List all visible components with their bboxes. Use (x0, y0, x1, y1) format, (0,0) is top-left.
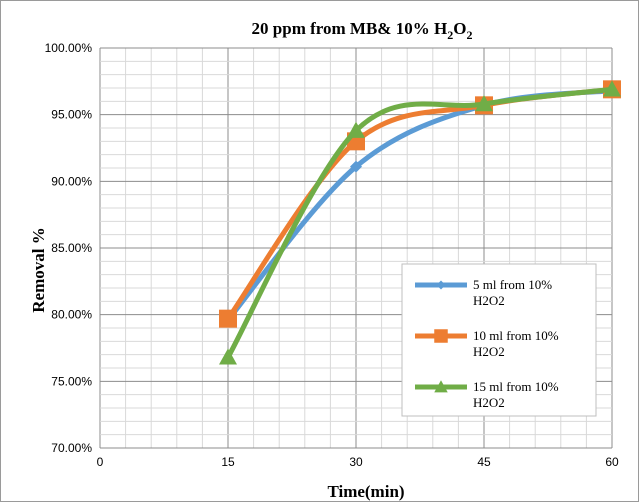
x-tick-label: 60 (605, 455, 619, 469)
x-axis-tick-labels: 0 15 30 45 60 (97, 455, 619, 469)
x-axis-title: Time(min) (327, 482, 404, 501)
data-point (347, 121, 365, 138)
data-point (219, 348, 237, 365)
data-point (350, 160, 362, 173)
series-layer (219, 80, 621, 365)
legend-label-line1: 15 ml from 10% (473, 379, 559, 394)
legend-marker (434, 329, 448, 343)
y-axis-title: Removal % (29, 227, 48, 312)
y-tick-label: 70.00% (51, 441, 92, 455)
x-tick-label: 15 (221, 455, 235, 469)
y-tick-label: 75.00% (51, 374, 92, 388)
data-point (603, 80, 621, 97)
y-tick-label: 90.00% (51, 174, 92, 188)
chart-title: 20 ppm from MB& 10% H2O2 (252, 19, 473, 42)
y-tick-label: 85.00% (51, 241, 92, 255)
legend-marker (436, 280, 446, 290)
x-tick-label: 45 (477, 455, 491, 469)
y-tick-label: 100.00% (45, 41, 93, 55)
legend-label-line1: 10 ml from 10% (473, 328, 559, 343)
data-point (475, 95, 493, 112)
data-point (219, 309, 237, 328)
y-axis-tick-labels: 70.00% 75.00% 80.00% 85.00% 90.00% 95.00% 100.… (45, 41, 93, 455)
legend-label-line2: H2O2 (473, 344, 505, 359)
series-triangle (219, 80, 621, 365)
legend-marker (434, 380, 448, 393)
y-tick-label: 80.00% (51, 308, 92, 322)
legend-label-line2: H2O2 (473, 293, 505, 308)
y-tick-label: 95.00% (51, 108, 92, 122)
legend-label-line2: H2O2 (473, 395, 505, 410)
legend-label-line1: 5 ml from 10% (473, 277, 552, 292)
x-tick-label: 30 (349, 455, 363, 469)
series-line (225, 86, 615, 360)
x-tick-label: 0 (97, 455, 104, 469)
